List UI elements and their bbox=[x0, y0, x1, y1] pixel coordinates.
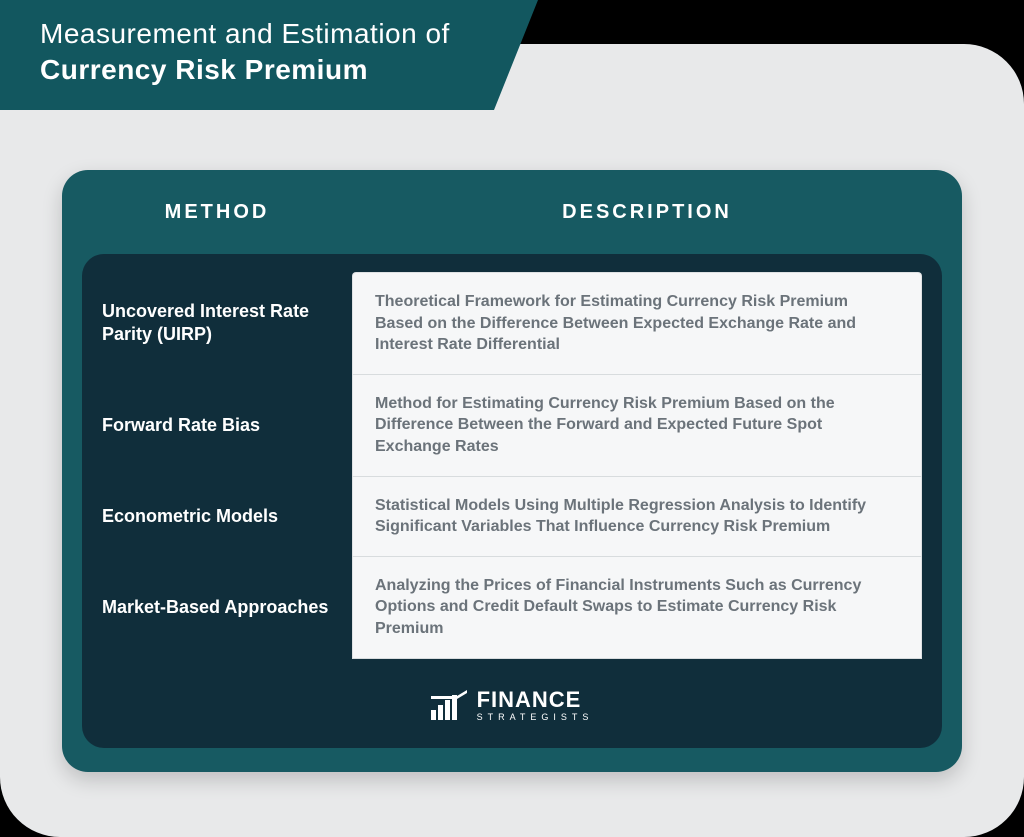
brand-text: FINANCE STRATEGISTS bbox=[477, 689, 594, 722]
description-cell: Analyzing the Prices of Financial Instru… bbox=[352, 557, 922, 659]
header-description: DESCRIPTION bbox=[352, 201, 942, 224]
brand-name: FINANCE bbox=[477, 689, 594, 711]
title-line-1: Measurement and Estimation of bbox=[40, 18, 454, 50]
description-cell: Theoretical Framework for Estimating Cur… bbox=[352, 272, 922, 375]
method-cell: Forward Rate Bias bbox=[102, 375, 352, 477]
table-row: Econometric Models Statistical Models Us… bbox=[82, 477, 942, 557]
table-row: Market-Based Approaches Analyzing the Pr… bbox=[82, 557, 942, 659]
description-cell: Statistical Models Using Multiple Regres… bbox=[352, 477, 922, 557]
title-banner: Measurement and Estimation of Currency R… bbox=[0, 0, 494, 110]
table-body: Uncovered Interest Rate Parity (UIRP) Th… bbox=[82, 254, 942, 748]
methods-card: METHOD DESCRIPTION Uncovered Interest Ra… bbox=[62, 170, 962, 772]
method-cell: Econometric Models bbox=[102, 477, 352, 557]
description-cell: Method for Estimating Currency Risk Prem… bbox=[352, 375, 922, 477]
table-row: Uncovered Interest Rate Parity (UIRP) Th… bbox=[82, 272, 942, 375]
method-cell: Uncovered Interest Rate Parity (UIRP) bbox=[102, 272, 352, 375]
brand-footer: FINANCE STRATEGISTS bbox=[82, 659, 942, 730]
table-row: Forward Rate Bias Method for Estimating … bbox=[82, 375, 942, 477]
brand-subtitle: STRATEGISTS bbox=[477, 713, 594, 722]
method-cell: Market-Based Approaches bbox=[102, 557, 352, 659]
table-header-row: METHOD DESCRIPTION bbox=[62, 170, 962, 254]
brand-logo-icon bbox=[431, 690, 467, 720]
header-method: METHOD bbox=[82, 201, 352, 224]
title-line-2: Currency Risk Premium bbox=[40, 54, 454, 86]
